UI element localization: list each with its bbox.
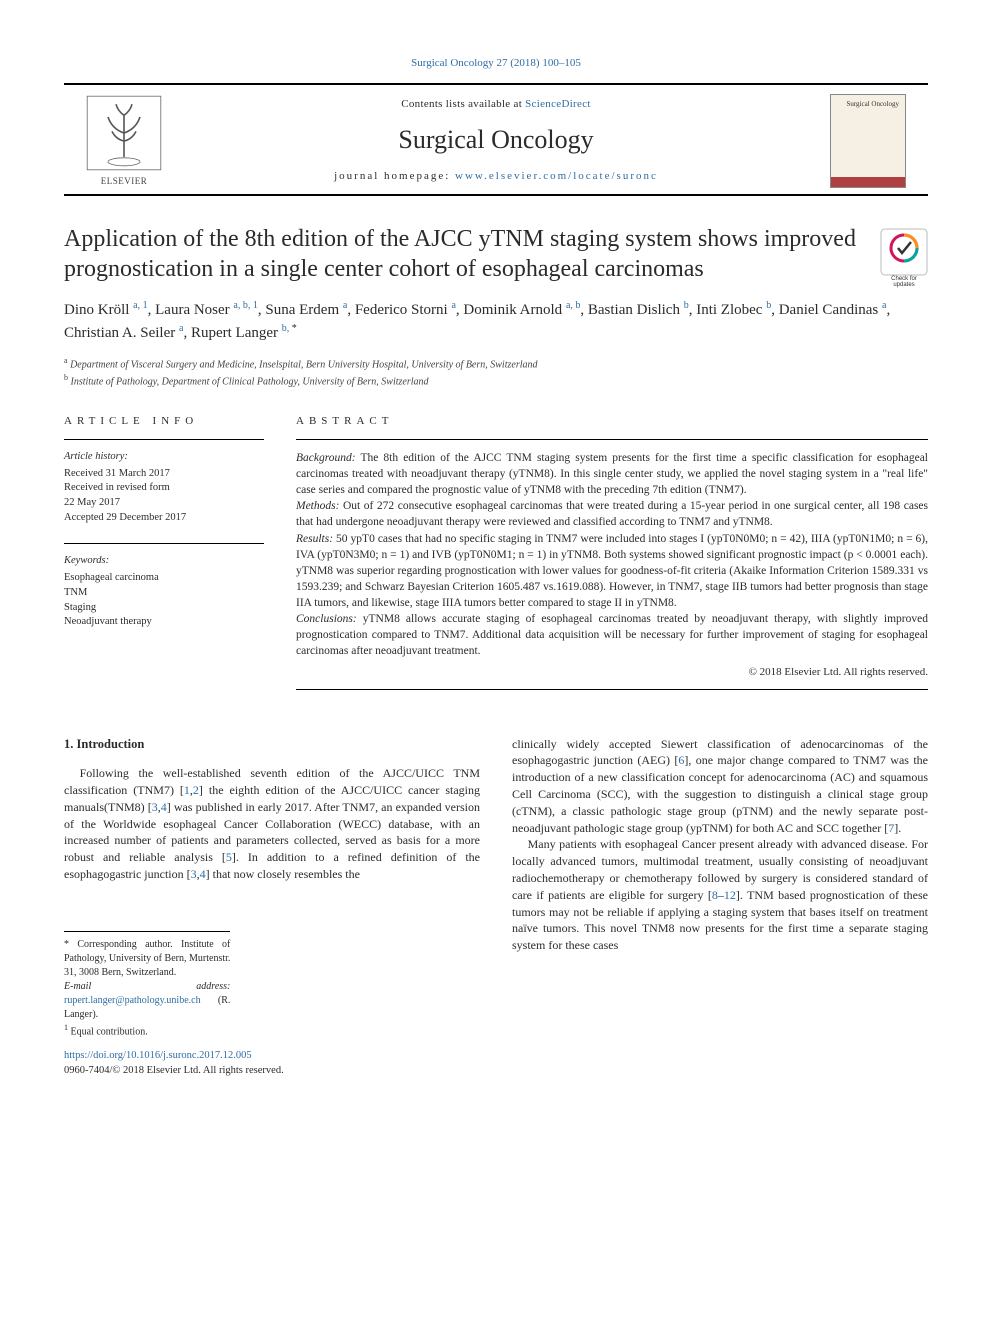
keyword-2: TNM bbox=[64, 586, 264, 601]
equal-text: Equal contribution. bbox=[68, 1026, 148, 1037]
cover-text: Surgical Oncology bbox=[846, 101, 899, 109]
check-label2: updates bbox=[893, 282, 914, 288]
abstract-body: Background: The 8th edition of the AJCC … bbox=[296, 439, 928, 681]
crossmark-icon: Check for updates bbox=[880, 228, 928, 288]
keywords: Keywords: Esophageal carcinoma TNM Stagi… bbox=[64, 543, 264, 629]
intro-paragraph-1: Following the well-established seventh e… bbox=[64, 765, 480, 883]
email-link[interactable]: rupert.langer@pathology.unibe.ch bbox=[64, 995, 201, 1006]
affiliation-b: b Institute of Pathology, Department of … bbox=[64, 372, 928, 389]
results-text: 50 ypT0 cases that had no specific stagi… bbox=[296, 533, 928, 609]
affiliation-b-text: Institute of Pathology, Department of Cl… bbox=[71, 377, 429, 388]
intro-heading: 1. Introduction bbox=[64, 736, 480, 754]
abstract-column: ABSTRACT Background: The 8th edition of … bbox=[296, 414, 928, 690]
doi-block: https://doi.org/10.1016/j.suronc.2017.12… bbox=[64, 1049, 480, 1078]
homepage-line: journal homepage: www.elsevier.com/locat… bbox=[184, 169, 808, 184]
right-paragraph-1: clinically widely accepted Siewert class… bbox=[512, 736, 928, 837]
check-for-updates-badge[interactable]: Check for updates bbox=[880, 228, 928, 293]
journal-ref-text-b: 105 bbox=[564, 57, 581, 69]
background-label: Background: bbox=[296, 452, 356, 464]
journal-name: Surgical Oncology bbox=[184, 122, 808, 158]
affiliation-a-text: Department of Visceral Surgery and Medic… bbox=[70, 359, 537, 370]
abstract-methods: Methods: Out of 272 consecutive esophage… bbox=[296, 498, 928, 530]
article-info-column: ARTICLE INFO Article history: Received 3… bbox=[64, 414, 264, 690]
elsevier-logo: ELSEVIER bbox=[84, 93, 164, 188]
body-column-left: 1. Introduction Following the well-estab… bbox=[64, 736, 480, 1079]
abstract-rule bbox=[296, 689, 928, 690]
methods-label: Methods: bbox=[296, 500, 339, 512]
contents-prefix: Contents lists available at bbox=[401, 98, 525, 110]
cover-band bbox=[831, 177, 905, 187]
journal-reference: Surgical Oncology 27 (2018) 100–105 bbox=[64, 56, 928, 71]
cover-thumb-area: Surgical Oncology bbox=[808, 94, 928, 188]
results-label: Results: bbox=[296, 533, 333, 545]
journal-ref-link[interactable]: Surgical Oncology 27 (2018) 100–105 bbox=[411, 57, 581, 69]
affiliation-a: a Department of Visceral Surgery and Med… bbox=[64, 355, 928, 372]
article-title: Application of the 8th edition of the AJ… bbox=[64, 224, 868, 284]
elsevier-tree-icon bbox=[84, 93, 164, 173]
masthead: ELSEVIER Contents lists available at Sci… bbox=[64, 83, 928, 196]
homepage-prefix: journal homepage: bbox=[334, 170, 455, 182]
issn-copyright: 0960-7404/© 2018 Elsevier Ltd. All right… bbox=[64, 1064, 480, 1079]
elsevier-label: ELSEVIER bbox=[101, 175, 148, 188]
journal-cover-thumb: Surgical Oncology bbox=[830, 94, 906, 188]
keyword-4: Neoadjuvant therapy bbox=[64, 615, 264, 630]
right-paragraph-2: Many patients with esophageal Cancer pre… bbox=[512, 836, 928, 954]
authors: Dino Kröll a, 1, Laura Noser a, b, 1, Su… bbox=[64, 298, 928, 345]
abstract-background: Background: The 8th edition of the AJCC … bbox=[296, 450, 928, 498]
abstract-results: Results: 50 ypT0 cases that had no speci… bbox=[296, 531, 928, 611]
email-label: E-mail address: bbox=[64, 981, 230, 992]
revised-date: 22 May 2017 bbox=[64, 496, 264, 511]
conclusions-text: yTNM8 allows accurate staging of esophag… bbox=[296, 613, 928, 657]
methods-text: Out of 272 consecutive esophageal carcin… bbox=[296, 500, 928, 528]
masthead-center: Contents lists available at ScienceDirec… bbox=[184, 97, 808, 184]
keywords-label: Keywords: bbox=[64, 554, 264, 569]
journal-ref-text-a: Surgical Oncology 27 (2018) 100 bbox=[411, 57, 559, 69]
abstract-head: ABSTRACT bbox=[296, 414, 928, 429]
ref-12[interactable]: 12 bbox=[724, 888, 736, 902]
conclusions-label: Conclusions: bbox=[296, 613, 357, 625]
history-label: Article history: bbox=[64, 450, 264, 465]
affiliations: a Department of Visceral Surgery and Med… bbox=[64, 355, 928, 390]
sciencedirect-link[interactable]: ScienceDirect bbox=[525, 98, 591, 110]
equal-contribution: 1 Equal contribution. bbox=[64, 1022, 230, 1039]
body-column-right: clinically widely accepted Siewert class… bbox=[512, 736, 928, 1079]
keyword-3: Staging bbox=[64, 601, 264, 616]
accepted-date: Accepted 29 December 2017 bbox=[64, 511, 264, 526]
abstract-conclusions: Conclusions: yTNM8 allows accurate stagi… bbox=[296, 611, 928, 659]
publisher-logo-area: ELSEVIER bbox=[64, 93, 184, 188]
keyword-1: Esophageal carcinoma bbox=[64, 571, 264, 586]
revised-label: Received in revised form bbox=[64, 481, 264, 496]
corresponding-author: * Corresponding author. Institute of Pat… bbox=[64, 938, 230, 980]
received-date: Received 31 March 2017 bbox=[64, 467, 264, 482]
homepage-link[interactable]: www.elsevier.com/locate/suronc bbox=[455, 170, 658, 182]
background-text: The 8th edition of the AJCC TNM staging … bbox=[296, 452, 928, 496]
article-info-head: ARTICLE INFO bbox=[64, 414, 264, 429]
article-history: Article history: Received 31 March 2017 … bbox=[64, 439, 264, 525]
abstract-copyright: © 2018 Elsevier Ltd. All rights reserved… bbox=[296, 665, 928, 680]
doi-link[interactable]: https://doi.org/10.1016/j.suronc.2017.12… bbox=[64, 1050, 252, 1061]
footnotes: * Corresponding author. Institute of Pat… bbox=[64, 931, 230, 1039]
contents-line: Contents lists available at ScienceDirec… bbox=[184, 97, 808, 112]
body-columns: 1. Introduction Following the well-estab… bbox=[64, 736, 928, 1079]
email-line: E-mail address: rupert.langer@pathology.… bbox=[64, 980, 230, 1022]
